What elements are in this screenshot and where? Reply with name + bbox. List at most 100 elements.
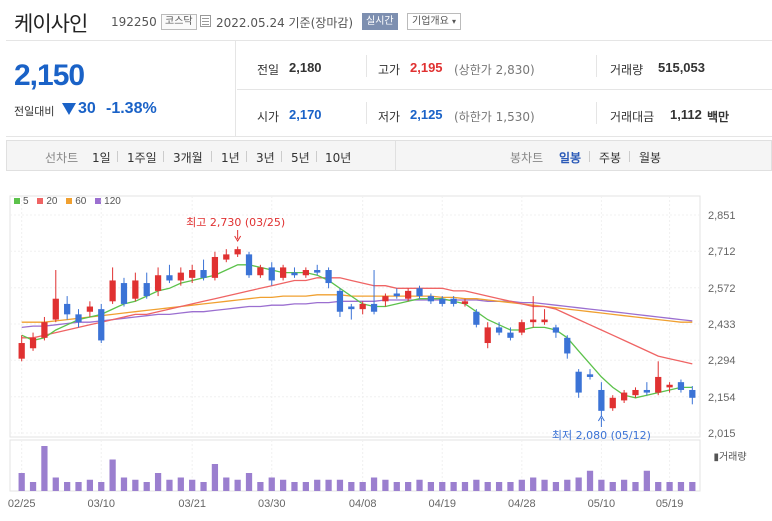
tab-divider [281,151,282,162]
volume-bar [223,477,230,491]
tab-3m[interactable]: 3개월 [173,151,203,165]
volume-bar [268,477,275,491]
volume-bar [677,482,685,491]
candle-body [586,374,594,377]
candle-body [393,293,400,297]
candle-body [689,389,696,398]
tab-1w[interactable]: 1주일 [127,151,157,165]
candle-body [609,397,616,409]
candle-body [52,298,59,320]
price-summary: 2,150 전일대비 30 -1.38% 전일 2,180 고가 2,195 (… [6,40,772,137]
realtime-button[interactable]: 실시간 [362,13,398,30]
legend-swatch [14,198,20,205]
legend-ma5: 5 [14,196,29,207]
candle-body [98,309,105,341]
volume-bar [154,473,162,491]
cell-divider [596,55,597,77]
candle-body [564,337,571,354]
volume-bar [336,479,344,491]
low-annotation: 최저 2,080 (05/12) [552,429,651,442]
volume-bar [359,482,366,491]
company-name: 케이사인 [14,12,88,36]
volume-bar [495,482,503,491]
current-price: 2,150 [14,59,85,92]
high-label: 고가 [378,63,401,77]
candle-body [223,254,230,260]
volume-bar [279,479,287,491]
candle-body [518,322,525,333]
x-tick-label: 04/08 [349,498,377,510]
candle-body [336,290,344,312]
volume-bar [518,479,525,491]
volume-bar [666,482,673,491]
line-chart-label: 선차트 [45,151,79,165]
volume-bar [325,479,332,491]
volume-label: 거래량 [610,63,644,77]
tab-group-divider [395,141,396,170]
x-tick-label: 03/21 [178,498,206,510]
stock-chart: 5 20 60 120 2,851 2,712 2,572 2,433 2,294 2,1… [6,182,772,521]
candle-body [348,306,355,310]
x-tick-label: 03/10 [87,498,115,510]
tab-daily[interactable]: 일봉 [559,151,582,165]
volume-bar [586,470,594,491]
tab-5y[interactable]: 5년 [291,151,310,165]
tab-1y[interactable]: 1년 [221,151,240,165]
candle-body [598,389,605,411]
volume-bar [211,464,219,491]
volume-bar [132,479,139,491]
volume-bar [189,479,196,491]
candle-body [416,288,423,297]
candle-body [234,249,241,255]
volume-bar [461,482,469,491]
volume-bar [564,479,571,491]
candle-body [405,290,412,299]
candle-body [120,283,128,304]
x-tick-label: 04/28 [508,498,536,510]
volume-bar [348,482,355,491]
x-tick-label: 02/25 [8,498,36,510]
volume-bar [291,482,298,491]
candle-body [439,298,446,304]
candle-body [268,267,275,281]
row-divider [237,89,772,90]
corp-info-button[interactable]: 기업개요 ▾ [407,13,462,30]
ma-legend: 5 20 60 120 [14,196,127,207]
candle-body [166,275,173,281]
volume-bar [689,482,696,491]
volume-bar [552,482,560,491]
volume-bar [598,479,605,491]
candle-body [41,322,48,338]
calendar-icon [200,15,211,27]
candle-body [677,382,685,390]
candle-body [495,327,503,333]
x-tick-label: 05/19 [656,498,684,510]
volume-bar [166,479,173,491]
tab-divider [589,151,590,162]
low-arrowhead [597,415,605,422]
stock-header: 케이사인 192250 코스닥 2022.05.24 기준(장마감) 실시간 기… [0,0,772,40]
prev-close-label: 전일 [257,63,280,77]
volume-bar [177,477,184,491]
x-tick-label: 03/30 [258,498,286,510]
trade-value: 1,112 [670,107,702,122]
tab-10y[interactable]: 10년 [325,151,352,165]
volume-bar [143,482,150,491]
cell-divider [366,55,367,77]
tab-weekly[interactable]: 주봉 [599,151,622,165]
candle-body [64,303,71,315]
candle-body [18,343,25,359]
volume-bar [450,482,457,491]
legend-ma60: 60 [66,196,86,207]
volume-bar [302,482,309,491]
tab-monthly[interactable]: 월봉 [639,151,662,165]
low-value: 2,125 [410,107,443,122]
candle-body [302,270,309,276]
tab-1d[interactable]: 1일 [92,151,111,165]
tab-3y[interactable]: 3년 [256,151,275,165]
price-plot-frame [9,195,701,438]
y-tick-label: 2,015 [708,428,736,440]
candle-body [279,267,287,278]
open-value: 2,170 [289,107,322,122]
candle-body [257,267,264,276]
